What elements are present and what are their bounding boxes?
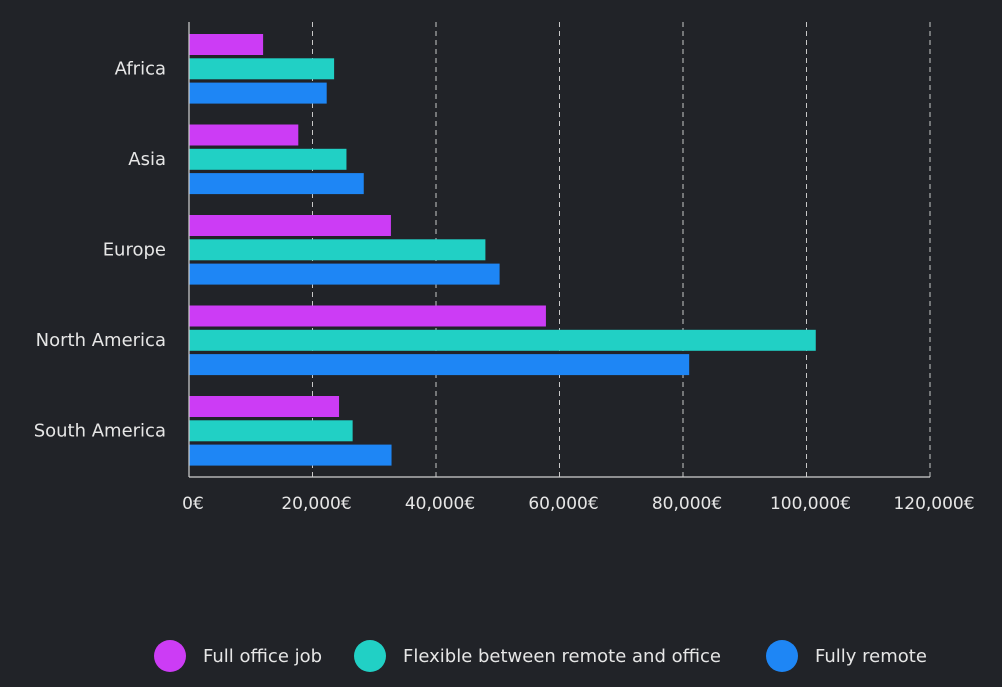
x-tick-label-2: 40,000€ [405, 494, 475, 514]
bar-africa-flexible-between-remote-and-office[interactable] [189, 58, 335, 80]
y-tick-label-europe: Europe [103, 239, 166, 260]
bar-europe-full-office-job[interactable] [189, 215, 391, 236]
bar-africa-full-office-job[interactable] [189, 34, 264, 55]
y-tick-label-north-america: North America [36, 330, 166, 351]
legend-item-full-office[interactable]: Full office job [154, 638, 322, 674]
bar-africa-fully-remote[interactable] [189, 82, 327, 104]
bar-europe-fully-remote[interactable] [189, 263, 500, 285]
bar-north-america-flexible-between-remote-and-office[interactable] [189, 329, 816, 351]
bar-south-america-fully-remote[interactable] [189, 444, 392, 466]
bars [189, 34, 816, 466]
y-axis-labels: Africa Asia Europe North America South Ameri… [34, 58, 166, 441]
bar-asia-full-office-job[interactable] [189, 124, 299, 146]
legend-item-flexible[interactable]: Flexible between remote and office [354, 638, 721, 674]
y-tick-label-africa: Africa [115, 58, 166, 79]
legend-label-flexible: Flexible between remote and office [403, 645, 721, 667]
y-tick-label-south-america: South America [34, 420, 166, 441]
x-tick-label-1: 20,000€ [281, 494, 351, 514]
bar-asia-flexible-between-remote-and-office[interactable] [189, 148, 347, 170]
x-tick-label-6: 120,000€ [893, 494, 974, 514]
bar-asia-fully-remote[interactable] [189, 173, 364, 195]
bar-europe-flexible-between-remote-and-office[interactable] [189, 239, 486, 261]
bar-south-america-flexible-between-remote-and-office[interactable] [189, 420, 353, 442]
x-tick-label-5: 100,000€ [770, 494, 851, 514]
legend-item-fully-remote[interactable]: Fully remote [766, 638, 927, 674]
legend-label-fully-remote: Fully remote [815, 645, 927, 667]
legend: Full office job Flexible between remote … [0, 638, 1002, 674]
legend-swatch-fully-remote [766, 640, 798, 672]
x-tick-label-4: 80,000€ [652, 494, 722, 514]
legend-swatch-full-office [154, 640, 186, 672]
x-axis-labels: 0€ 20,000€ 40,000€ 60,000€ 80,000€ 100,000€ 12… [182, 494, 974, 514]
y-tick-label-asia: Asia [128, 149, 166, 170]
x-tick-label-3: 60,000€ [528, 494, 598, 514]
x-tick-label-0: 0€ [182, 494, 204, 514]
legend-label-full-office: Full office job [203, 645, 323, 667]
axes [188, 22, 930, 478]
bar-south-america-full-office-job[interactable] [189, 396, 340, 417]
legend-swatch-flexible [354, 640, 386, 672]
bar-north-america-fully-remote[interactable] [189, 354, 690, 376]
bar-north-america-full-office-job[interactable] [189, 305, 546, 327]
